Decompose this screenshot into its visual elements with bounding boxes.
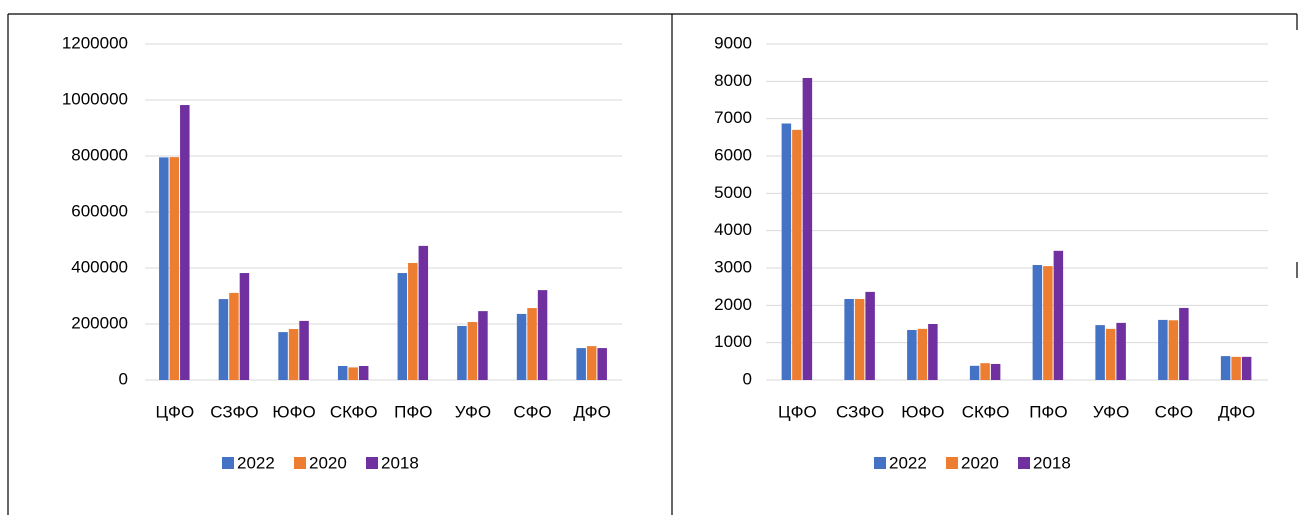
- legend-label: 2022: [889, 453, 927, 472]
- bar: [907, 329, 917, 380]
- bar: [781, 123, 792, 381]
- legend-label: 2018: [1033, 453, 1071, 472]
- y-tick-label: 0: [743, 369, 752, 388]
- bar: [218, 299, 229, 380]
- bar: [1168, 320, 1179, 380]
- bar: [969, 365, 980, 380]
- x-tick-label: СКФО: [962, 402, 1010, 421]
- bar: [229, 292, 239, 380]
- bar: [1053, 250, 1064, 380]
- bar: [854, 298, 865, 380]
- legend-label: 2022: [237, 453, 275, 472]
- bar: [1179, 307, 1189, 380]
- y-tick-label: 1200000: [62, 33, 128, 52]
- x-tick-label: СКФО: [330, 402, 378, 421]
- bar: [597, 348, 607, 380]
- bar: [844, 298, 854, 380]
- y-tick-label: 0: [119, 369, 128, 388]
- bar: [1105, 328, 1116, 380]
- x-tick-label: УФО: [1093, 402, 1129, 421]
- x-tick-label: СЗФО: [836, 402, 884, 421]
- bar: [397, 273, 408, 380]
- bar: [917, 328, 928, 380]
- y-tick-label: 5000: [714, 183, 752, 202]
- y-tick-label: 200000: [71, 313, 128, 332]
- bar: [1043, 266, 1053, 380]
- legend-swatch: [294, 457, 306, 469]
- y-tick-label: 6000: [714, 145, 752, 164]
- y-tick-label: 800000: [71, 145, 128, 164]
- x-tick-label: СЗФО: [210, 402, 258, 421]
- bar: [1220, 356, 1231, 380]
- bar: [457, 325, 467, 380]
- legend-swatch: [222, 457, 234, 469]
- x-tick-label: ЮФО: [901, 402, 944, 421]
- y-tick-label: 600000: [71, 201, 128, 220]
- bar: [180, 105, 190, 380]
- bar: [1231, 356, 1241, 380]
- bar: [516, 313, 527, 380]
- bar: [299, 320, 309, 380]
- legend-swatch: [366, 457, 378, 469]
- x-tick-label: ЦФО: [778, 402, 817, 421]
- y-tick-label: 9000: [714, 33, 752, 52]
- y-tick-label: 3000: [714, 257, 752, 276]
- bar: [586, 346, 597, 380]
- bar: [928, 324, 938, 380]
- y-tick-label: 400000: [71, 257, 128, 276]
- bar: [169, 157, 180, 380]
- legend-swatch: [1018, 457, 1030, 469]
- bar: [865, 291, 875, 380]
- bar: [990, 363, 1001, 380]
- bar: [159, 157, 169, 380]
- bar: [239, 273, 250, 380]
- bar: [418, 245, 429, 380]
- y-tick-label: 1000000: [62, 89, 128, 108]
- x-tick-label: УФО: [455, 402, 491, 421]
- bar: [358, 366, 369, 380]
- bar: [802, 77, 813, 381]
- x-tick-label: СФО: [513, 402, 551, 421]
- legend-swatch: [874, 457, 886, 469]
- bar: [408, 262, 418, 380]
- bar: [478, 311, 488, 380]
- bar: [576, 348, 586, 380]
- y-tick-label: 8000: [714, 71, 752, 90]
- x-tick-label: ЮФО: [272, 402, 315, 421]
- bar: [1032, 265, 1043, 380]
- x-tick-label: ДФО: [574, 402, 611, 421]
- bar: [288, 329, 299, 380]
- legend-label: 2020: [961, 453, 999, 472]
- x-tick-label: ЦФО: [155, 402, 194, 421]
- x-tick-label: СФО: [1155, 402, 1193, 421]
- bar: [1158, 319, 1168, 380]
- bar: [537, 290, 548, 380]
- bar: [348, 367, 358, 380]
- bar: [980, 363, 990, 380]
- x-tick-label: ПФО: [394, 402, 432, 421]
- legend-swatch: [946, 457, 958, 469]
- legend-label: 2018: [381, 453, 419, 472]
- bar: [278, 332, 288, 380]
- bar: [1116, 322, 1126, 380]
- y-tick-label: 7000: [714, 108, 752, 127]
- legend-label: 2020: [309, 453, 347, 472]
- bar: [1241, 356, 1252, 380]
- bar: [792, 129, 802, 380]
- bar: [467, 322, 478, 380]
- x-tick-label: ДФО: [1218, 402, 1255, 421]
- y-tick-label: 1000: [714, 332, 752, 351]
- x-tick-label: ПФО: [1029, 402, 1067, 421]
- y-tick-label: 2000: [714, 295, 752, 314]
- y-tick-label: 4000: [714, 220, 752, 239]
- bar: [1095, 325, 1105, 380]
- bar: [527, 308, 537, 380]
- bar: [337, 366, 348, 380]
